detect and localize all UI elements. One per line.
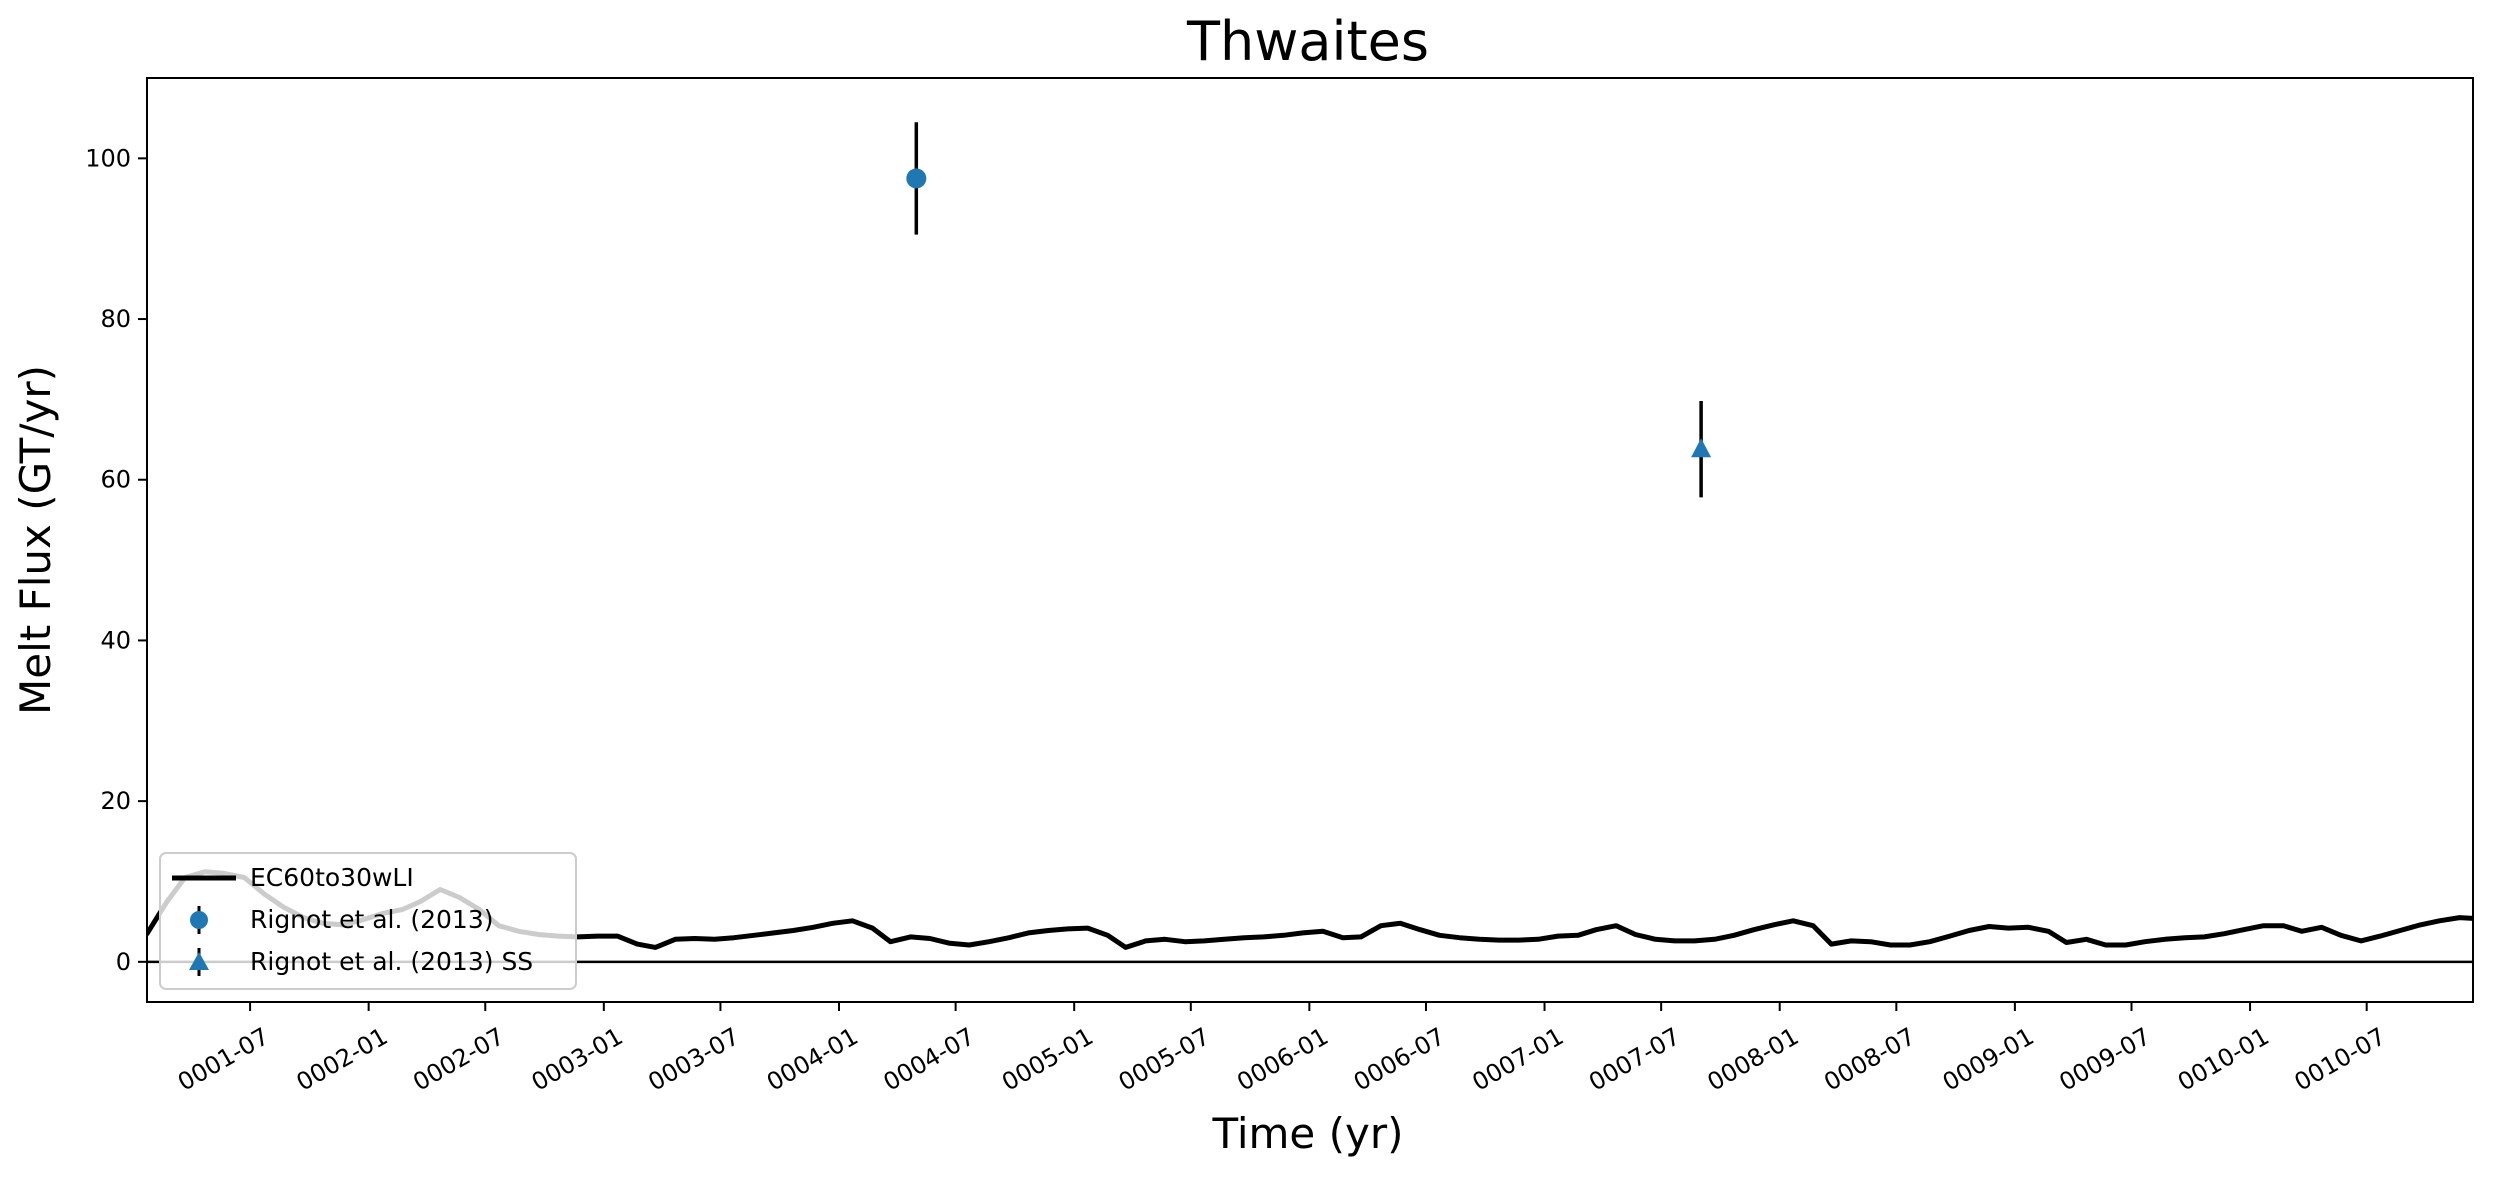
y-axis-label: Melt Flux (GT/yr) — [11, 365, 60, 715]
legend-swatch-obs-ss-marker — [189, 952, 209, 970]
observations — [906, 122, 1712, 498]
y-tick-label: 60 — [100, 466, 131, 494]
data-point-2 — [1691, 438, 1712, 458]
x-axis-label: Time (yr) — [1211, 1109, 1403, 1158]
legend-frame — [159, 852, 577, 990]
y-axis: 0 20 40 60 80 100 — [85, 144, 147, 976]
legend-label-obs-ss: Rignot et al. (2013) SS — [250, 947, 533, 976]
data-point-1 — [906, 168, 927, 189]
y-tick-label: 100 — [85, 144, 131, 172]
y-tick-label: 40 — [100, 626, 131, 654]
y-tick-label: 20 — [100, 787, 131, 815]
y-tick-label: 0 — [116, 948, 131, 976]
legend-label-obs: Rignot et al. (2013) — [250, 905, 494, 934]
y-tick-label: 80 — [100, 305, 131, 333]
chart-title: Thwaites — [1186, 10, 1429, 73]
legend-label-model: EC60to30wLI — [250, 863, 414, 892]
legend: EC60to30wLI Rignot et al. (2013) Rignot … — [159, 852, 577, 990]
legend-swatch-obs-marker — [190, 911, 208, 929]
